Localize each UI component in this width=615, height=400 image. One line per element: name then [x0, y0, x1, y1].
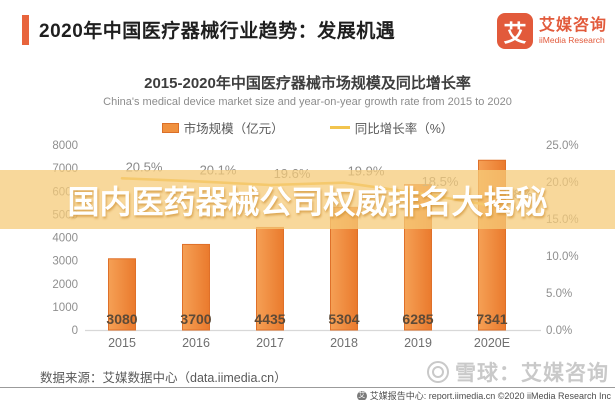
- svg-text:2018: 2018: [330, 336, 358, 350]
- market-chart: 0100020003000400050006000700080000.0%5.0…: [52, 140, 579, 350]
- svg-text:4000: 4000: [52, 233, 78, 245]
- chart-subtitle: China's medical device market size and y…: [103, 96, 512, 108]
- logo-name-en: iiMedia Research: [539, 34, 605, 45]
- svg-text:3700: 3700: [180, 311, 211, 327]
- bar-swatch-icon: [161, 122, 179, 133]
- svg-text:2020E: 2020E: [474, 336, 510, 350]
- footer-divider: [0, 387, 615, 388]
- xueqiu-watermark: 雪球：艾媒咨询: [427, 357, 609, 387]
- chart-legend: 市场规模（亿元） 同比增长率（%）: [0, 118, 615, 137]
- svg-text:8000: 8000: [52, 140, 78, 152]
- svg-text:6285: 6285: [402, 311, 433, 327]
- svg-text:4435: 4435: [254, 311, 285, 327]
- svg-text:2015: 2015: [108, 336, 136, 350]
- data-source-note: 数据来源：艾媒数据中心（data.iimedia.cn）: [40, 371, 287, 385]
- svg-text:2019: 2019: [404, 336, 432, 350]
- svg-text:10.0%: 10.0%: [546, 251, 579, 263]
- svg-text:1000: 1000: [52, 302, 78, 314]
- svg-text:25.0%: 25.0%: [546, 140, 579, 152]
- svg-text:0: 0: [72, 325, 78, 337]
- svg-text:2000: 2000: [52, 279, 78, 291]
- report-center-note: 艾 艾媒报告中心: report.iimedia.cn ©2020 iiMedi…: [356, 389, 611, 400]
- svg-text:2017: 2017: [256, 336, 284, 350]
- xueqiu-logo-icon: [427, 361, 449, 383]
- promo-banner: 国内医药器械公司权威排名大揭秘: [0, 170, 615, 229]
- chart-title: 2015-2020年中国医疗器械市场规模及同比增长率: [144, 75, 471, 92]
- legend-item-growth-rate: 同比增长率（%）: [329, 118, 454, 137]
- svg-text:2016: 2016: [182, 336, 210, 350]
- report-center-text: 艾媒报告中心: report.iimedia.cn ©2020 iiMedia …: [369, 391, 611, 400]
- promo-banner-text: 国内医药器械公司权威排名大揭秘: [67, 183, 548, 220]
- svg-text:7341: 7341: [476, 311, 507, 327]
- iimedia-logo-icon: 艾: [497, 13, 533, 49]
- iimedia-logo: 艾 艾媒咨询 iiMedia Research: [497, 13, 607, 49]
- svg-text:3080: 3080: [106, 311, 137, 327]
- watermark-text: 雪球：艾媒咨询: [455, 362, 609, 385]
- logo-name-cn: 艾媒咨询: [539, 17, 608, 35]
- svg-text:3000: 3000: [52, 256, 78, 268]
- iimedia-report-icon: 艾: [356, 390, 367, 400]
- legend-item-market-size: 市场规模（亿元）: [161, 118, 284, 137]
- title-accent-bar: [22, 15, 29, 45]
- legend-label-line: 同比增长率（%）: [354, 122, 454, 136]
- svg-text:5304: 5304: [328, 311, 359, 327]
- svg-text:0.0%: 0.0%: [546, 325, 572, 337]
- line-swatch-icon: [329, 126, 350, 129]
- svg-text:5.0%: 5.0%: [546, 288, 572, 300]
- legend-label-bar: 市场规模（亿元）: [183, 122, 284, 136]
- page-title: 2020年中国医疗器械行业趋势：发展机遇: [39, 21, 396, 42]
